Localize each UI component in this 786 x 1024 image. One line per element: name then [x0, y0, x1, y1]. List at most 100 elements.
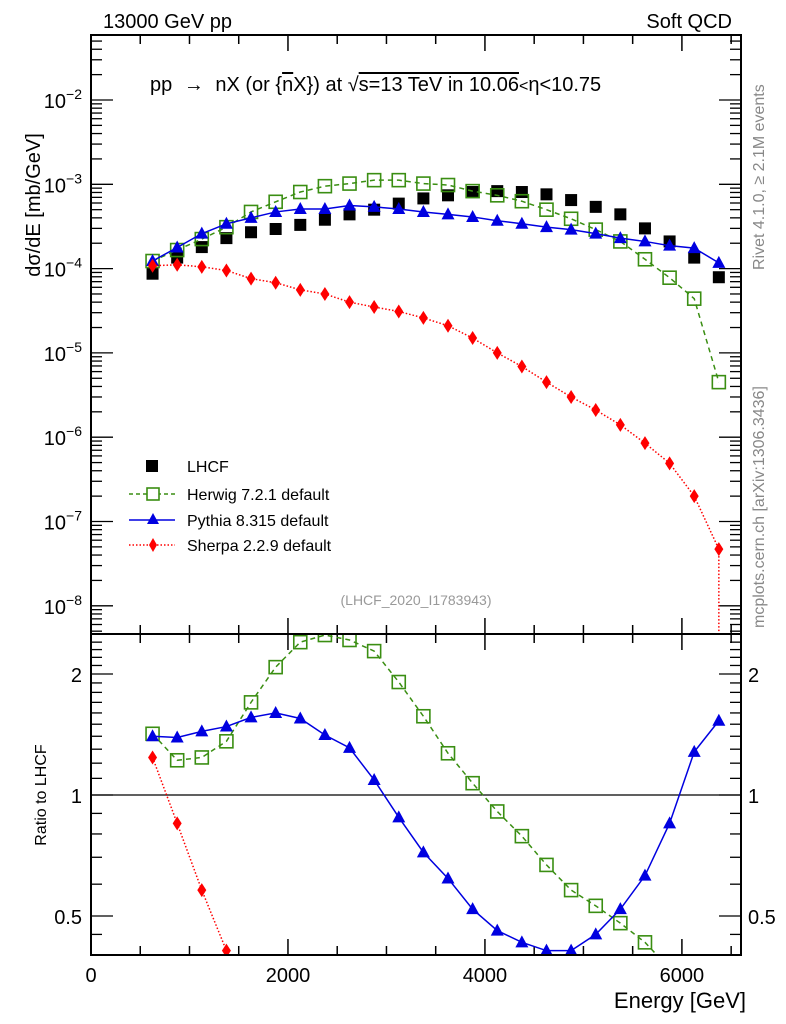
data-point-sherpa [172, 816, 182, 831]
data-point-pythia [663, 816, 677, 829]
data-point-herwig [366, 643, 382, 659]
data-point-lhcf [318, 213, 331, 226]
data-point-pythia [490, 213, 504, 226]
data-point-pythia [269, 705, 283, 718]
data-point-sherpa [640, 436, 650, 451]
data-point-sherpa [418, 310, 428, 325]
data-point-herwig [391, 674, 407, 690]
ratio-y-tick-label: 2 [71, 665, 82, 687]
data-point-herwig [711, 374, 727, 390]
y-tick-label: 10−4 [44, 255, 82, 282]
data-point-pythia [416, 845, 430, 858]
data-point-herwig [416, 708, 431, 724]
data-point-herwig [440, 745, 456, 761]
data-point-sherpa [148, 258, 158, 273]
data-point-pythia [219, 216, 233, 229]
data-point-sherpa [394, 304, 404, 319]
main-plot-title: pp → nX (or {nX}) at √s=13 TeV in 10.06<… [150, 74, 601, 96]
main-y-axis-label: dσ/dE [mb/GeV] [23, 133, 45, 277]
data-point-sherpa [615, 417, 625, 432]
data-point-sherpa [246, 271, 256, 286]
data-point-pythia [293, 711, 307, 724]
data-point-pythia [441, 871, 455, 884]
x-tick-label: 6000 [660, 965, 705, 987]
data-point-sherpa [197, 883, 207, 898]
legend-marker-pythia [147, 513, 159, 524]
data-point-herwig [219, 734, 234, 749]
data-point-herwig [514, 828, 530, 844]
main-plot-series [145, 172, 727, 633]
data-point-pythia [613, 902, 627, 915]
data-point-lhcf [466, 186, 479, 199]
data-point-pythia [318, 201, 332, 214]
data-point-sherpa [369, 300, 379, 315]
data-point-pythia [367, 772, 381, 785]
series-line-herwig [152, 635, 657, 954]
legend-label-pythia: Pythia 8.315 default [187, 513, 329, 530]
data-point-pythia [343, 198, 357, 211]
ratio-y-axis-label: Ratio to LHCF [33, 744, 50, 846]
data-point-sherpa [197, 259, 207, 274]
legend-label-herwig: Herwig 7.2.1 default [187, 487, 330, 504]
ratio-axis-ticks [91, 634, 741, 955]
data-point-herwig [317, 635, 333, 643]
data-point-herwig [489, 804, 505, 819]
data-point-lhcf [712, 271, 725, 284]
data-point-herwig [637, 251, 653, 267]
data-point-herwig [292, 184, 308, 200]
data-point-sherpa [468, 331, 478, 346]
ratio-y-tick-label-right: 1 [748, 786, 759, 808]
data-point-sherpa [541, 375, 551, 390]
data-point-lhcf [220, 232, 233, 245]
y-tick-label: 10−2 [44, 86, 82, 113]
data-point-pythia [565, 943, 577, 954]
data-point-herwig [317, 178, 333, 194]
x-tick-label: 4000 [463, 965, 508, 987]
data-point-pythia [392, 201, 406, 214]
data-point-herwig [440, 177, 456, 193]
data-point-pythia [687, 744, 701, 757]
data-point-sherpa [566, 389, 576, 404]
data-point-sherpa [591, 403, 601, 418]
y-tick-label: 10−5 [44, 339, 82, 366]
legend: LHCF Herwig 7.2.1 default Pythia 8.315 d… [129, 459, 332, 555]
data-point-pythia [712, 713, 726, 726]
data-point-pythia [490, 923, 504, 936]
data-point-sherpa [345, 295, 355, 310]
data-point-pythia [219, 719, 233, 732]
data-point-herwig [194, 750, 210, 765]
data-point-pythia [170, 730, 184, 743]
ratio-y-tick-label: 1 [71, 786, 82, 808]
data-point-pythia [244, 210, 258, 223]
data-point-herwig [514, 193, 530, 209]
data-point-lhcf [146, 267, 159, 280]
rivet-version-label: Rivet 4.1.0, ≥ 2.1M events [751, 84, 768, 270]
data-point-lhcf [540, 188, 553, 201]
header-left: 13000 GeV pp [103, 11, 232, 33]
data-point-herwig [416, 176, 431, 191]
data-point-herwig [662, 270, 677, 285]
legend-label-sherpa: Sherpa 2.2.9 default [187, 538, 332, 555]
data-point-sherpa [320, 286, 330, 301]
header-right: Soft QCD [646, 11, 732, 33]
data-point-herwig [465, 183, 480, 199]
data-point-pythia [293, 201, 307, 214]
data-point-lhcf [589, 200, 602, 213]
data-point-sherpa [172, 257, 182, 272]
data-point-pythia [613, 231, 627, 244]
data-point-lhcf [245, 226, 258, 239]
data-point-lhcf [614, 208, 627, 221]
data-point-sherpa [271, 275, 281, 290]
data-point-pythia [515, 216, 529, 229]
data-point-pythia [466, 902, 480, 915]
data-point-lhcf [269, 222, 282, 235]
y-tick-label: 10−8 [44, 592, 82, 619]
data-point-sherpa [295, 282, 305, 297]
data-point-lhcf [417, 192, 430, 205]
data-point-sherpa [689, 489, 699, 504]
data-point-herwig [588, 898, 604, 914]
data-point-lhcf [195, 241, 208, 254]
data-point-lhcf [343, 208, 356, 221]
data-point-pythia [638, 234, 652, 247]
